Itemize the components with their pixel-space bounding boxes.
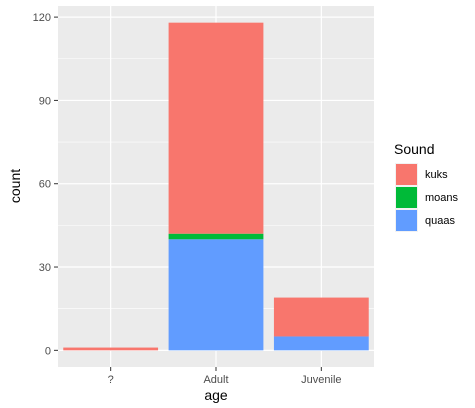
y-tick-label: 90	[39, 95, 51, 107]
legend-title: Sound	[394, 141, 434, 157]
x-tick-label: Juvenile	[301, 374, 341, 386]
x-axis-title: age	[204, 387, 228, 403]
legend-swatch-kuks	[396, 164, 417, 185]
x-axis: ? Adult Juvenile	[108, 367, 342, 386]
bar-kuks-2	[273, 297, 369, 337]
legend-swatch-moans	[396, 187, 417, 208]
y-axis-title: count	[7, 169, 23, 203]
bar-quaas-2	[273, 336, 369, 351]
bar-kuks-1	[168, 22, 264, 234]
legend-swatch-quaas	[396, 210, 417, 231]
y-tick-label: 120	[33, 12, 51, 24]
bar-moans-1	[168, 233, 264, 240]
y-tick-label: 30	[39, 262, 51, 274]
legend: Sound kuks moans quaas	[394, 141, 459, 232]
bar-quaas-1	[168, 239, 264, 351]
y-tick-label: 60	[39, 179, 51, 191]
legend-label-kuks: kuks	[425, 169, 448, 181]
bar-kuks-0	[63, 347, 159, 351]
legend-label-quaas: quaas	[425, 215, 455, 227]
legend-label-moans: moans	[425, 192, 459, 204]
x-tick-label: ?	[108, 374, 114, 386]
y-axis: 0 30 60 90 120	[33, 12, 58, 357]
y-tick-label: 0	[45, 345, 51, 357]
x-tick-label: Adult	[203, 374, 228, 386]
bars	[63, 22, 369, 351]
